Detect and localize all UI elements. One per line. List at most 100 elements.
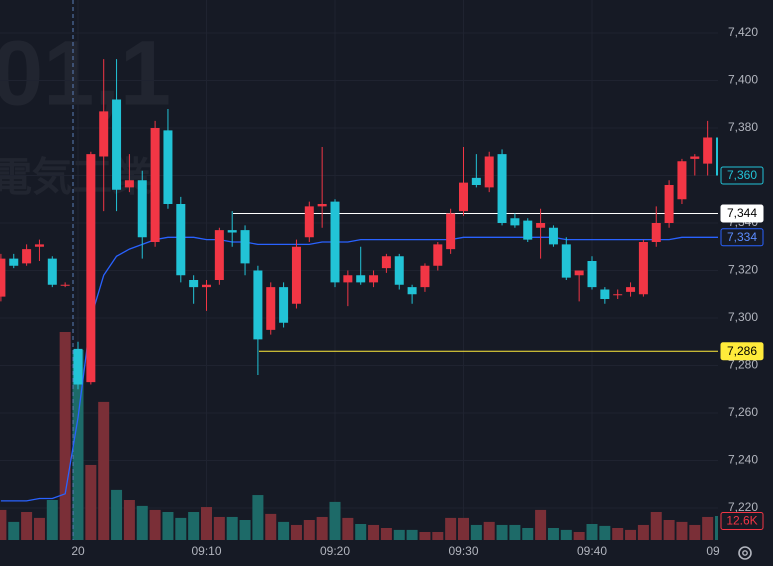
candle-body [613,294,623,296]
candle-body [291,246,301,304]
candle [356,246,366,285]
price-line-tag-box [720,342,764,361]
candle-body [523,220,533,240]
volume-bar [470,524,482,540]
gear-hub [742,550,748,556]
volume-bar [637,524,649,540]
candle [703,120,713,176]
candle [523,218,533,242]
candle [638,239,648,297]
watermark: 01,1 [0,22,171,124]
candle [47,256,57,288]
volume-bar [316,516,328,540]
settings-icon[interactable] [738,546,752,560]
volume-bar [85,464,97,540]
volume-bar [175,517,187,540]
candle-body [369,275,379,283]
candle-body [497,154,507,223]
candle [561,237,571,280]
volume-bar [380,528,392,540]
candle-body [60,284,70,286]
candle-body [446,213,456,250]
volume-bar [162,512,174,540]
volume-bar [123,500,135,540]
candle [99,59,109,212]
candle [497,149,507,226]
candle-body [99,111,109,157]
candle [613,289,623,299]
volume-bar [0,509,7,540]
volume-bar [355,524,367,540]
volume-bar [496,524,508,540]
price-axis [718,0,773,566]
price-line-tag: 7,344 [720,204,764,223]
candle [9,253,19,269]
volume-bar [213,516,225,540]
candle-body [47,258,57,285]
candle-body [279,287,289,323]
candle-body [626,287,636,292]
candle-body [561,244,571,278]
volume-bar [33,517,45,540]
last-price-tag-text: 7,360 [727,168,757,182]
volume-bar [676,521,688,540]
candle [664,180,674,228]
candle [407,284,417,304]
time-axis [0,540,718,566]
candle-body [484,156,494,188]
candle [394,253,404,290]
price-line-tag-box [720,204,764,223]
candle-body [73,348,83,385]
candle-body [433,244,443,266]
volume-bar [239,520,251,540]
volume-bar [522,528,534,540]
volume-bar [509,524,521,540]
volume-tag-text: 12.6K [726,514,757,528]
candle-body [587,261,597,288]
volume-bar [702,516,714,540]
volume-bar [265,513,277,540]
candle [304,201,314,242]
x-tick-label: 09:30 [448,544,478,558]
volume-bar [458,517,469,540]
candle [240,225,250,276]
ma-line [0,236,721,502]
candle [202,280,211,311]
candle-body [459,182,468,212]
volume-bar [612,528,624,540]
x-tick-label: 09:20 [320,544,350,558]
candle [189,275,199,304]
candle-body [9,258,19,266]
candle [690,154,700,176]
candle [600,287,610,304]
y-tick-label: 7,240 [728,453,758,467]
x-tick-label: 09 [706,544,720,558]
candle [433,242,443,271]
candle-body [253,270,263,340]
volume-bar [188,512,200,540]
candle [176,196,186,283]
volume-bar [72,349,84,540]
volume-tag-box [720,512,764,530]
candle [677,158,687,204]
candle-body [664,185,674,223]
volume-bar [663,520,675,540]
candle [626,282,636,297]
candle [471,154,481,188]
candle [369,270,379,288]
candle [459,147,468,216]
candle-body [34,244,44,247]
candle [124,154,134,193]
y-tick-label: 7,400 [728,73,758,87]
candle-body [163,130,173,204]
candle-body [124,180,134,188]
candle-body [202,284,211,288]
ma-tag-box [720,228,764,247]
candle [227,211,237,247]
candle-body [304,206,314,238]
candle-body [343,275,353,283]
candle [22,244,32,266]
candle-body [86,154,96,383]
price-line-tag-text: 7,286 [727,344,757,358]
